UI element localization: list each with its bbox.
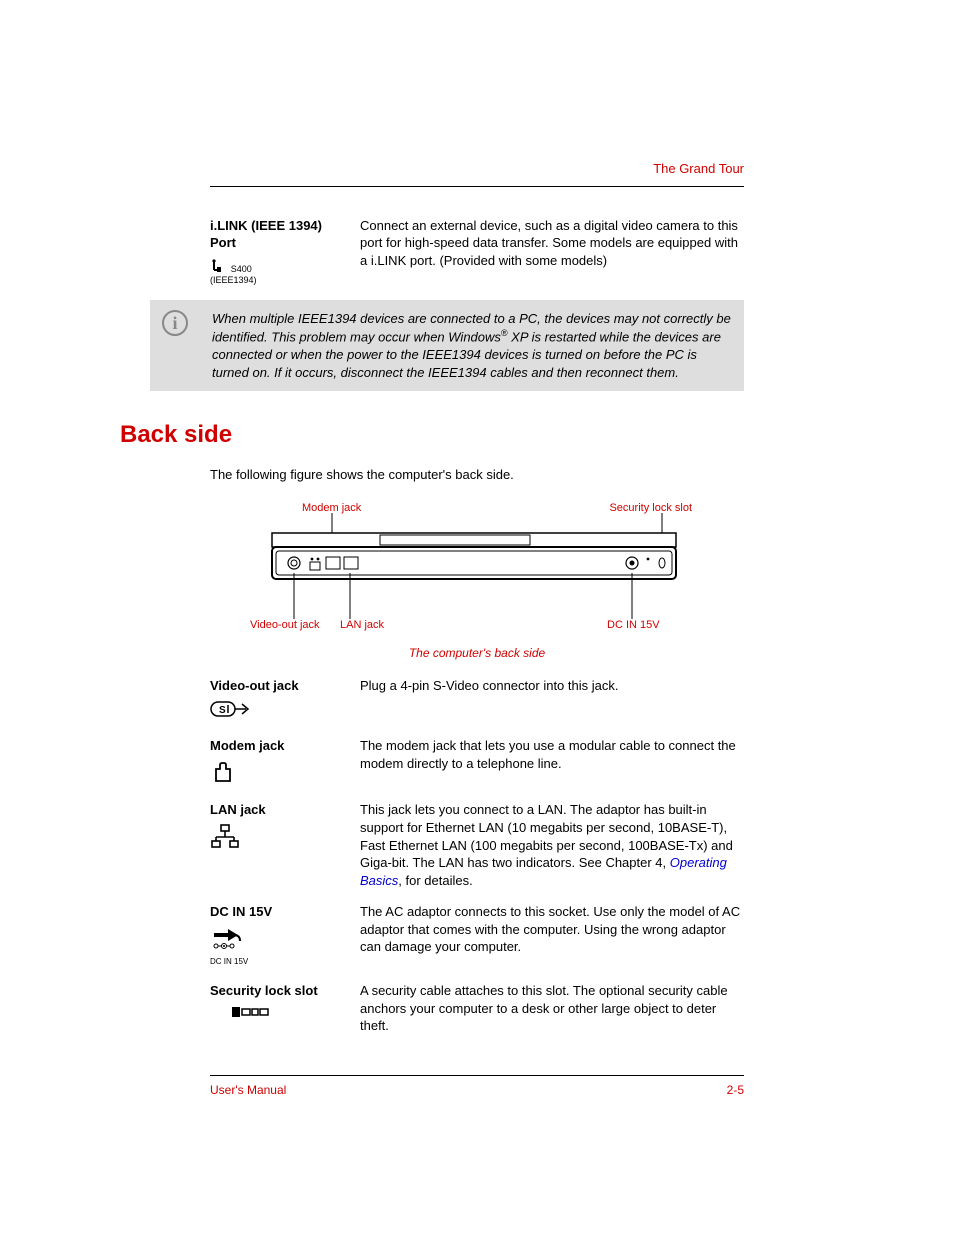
callout-lan: LAN jack	[340, 618, 384, 633]
callout-modem: Modem jack	[302, 501, 361, 516]
modem-label-text: Modem jack	[210, 738, 284, 753]
video-out-row: Video-out jack S Plug a 4-pin S-Video co…	[210, 677, 744, 723]
dcin-label: DC IN 15V DC IN 15V	[210, 903, 360, 968]
dcin-icon: DC IN 15V	[210, 925, 360, 968]
footer-right: 2-5	[727, 1082, 744, 1098]
video-out-label-text: Video-out jack	[210, 678, 299, 693]
modem-label: Modem jack	[210, 737, 360, 787]
lan-desc: This jack lets you connect to a LAN. The…	[360, 801, 744, 889]
info-text: When multiple IEEE1394 devices are conne…	[212, 310, 732, 382]
callout-dcin: DC IN 15V	[607, 618, 660, 633]
footer-rule	[210, 1075, 744, 1076]
dcin-icon-label: DC IN 15V	[210, 957, 360, 968]
device-illustration	[262, 501, 692, 631]
info-icon-col: i	[162, 310, 212, 382]
ilink-label-line1: i.LINK (IEEE 1394)	[210, 217, 360, 235]
info-icon: i	[162, 310, 188, 336]
diagram-caption: The computer's back side	[210, 645, 744, 661]
dcin-row: DC IN 15V DC IN 15V The AC adaptor conne…	[210, 903, 744, 968]
intro-text: The following figure shows the computer'…	[210, 466, 744, 484]
info-note: i When multiple IEEE1394 devices are con…	[150, 300, 744, 392]
modem-desc: The modem jack that lets you use a modul…	[360, 737, 744, 787]
footer: User's Manual 2-5	[210, 1082, 744, 1098]
security-label: Security lock slot	[210, 982, 360, 1035]
video-out-label: Video-out jack S	[210, 677, 360, 723]
dcin-desc: The AC adaptor connects to this socket. …	[360, 903, 744, 968]
callout-video: Video-out jack	[250, 618, 320, 633]
header-section-name: The Grand Tour	[210, 160, 744, 178]
video-out-desc: Plug a 4-pin S-Video connector into this…	[360, 677, 744, 723]
svideo-icon: S	[210, 699, 360, 724]
diagram: Modem jack Security lock slot Video-out …	[262, 501, 692, 631]
svg-text:S: S	[219, 705, 226, 716]
ilink-label-line2: Port	[210, 234, 360, 252]
security-row: Security lock slot A security cable atta…	[210, 982, 744, 1035]
lan-row: LAN jack This jack lets you connect to a…	[210, 801, 744, 889]
ilink-icon	[210, 258, 228, 272]
dcin-label-text: DC IN 15V	[210, 904, 272, 919]
lan-label-text: LAN jack	[210, 802, 266, 817]
section-title: Back side	[120, 419, 744, 451]
ilink-icon-s400: S400	[231, 264, 252, 274]
security-desc: A security cable attaches to this slot. …	[360, 982, 744, 1035]
ilink-label: i.LINK (IEEE 1394) Port S400 (IEEE1394)	[210, 217, 360, 286]
footer-left: User's Manual	[210, 1082, 286, 1098]
lan-label: LAN jack	[210, 801, 360, 889]
ilink-desc: Connect an external device, such as a di…	[360, 217, 744, 286]
info-reg: ®	[501, 328, 508, 338]
callout-security: Security lock slot	[609, 501, 692, 516]
modem-icon	[210, 759, 360, 788]
ilink-icon-ieee: (IEEE1394)	[210, 275, 257, 285]
header-rule	[210, 186, 744, 187]
ilink-row: i.LINK (IEEE 1394) Port S400 (IEEE1394) …	[210, 217, 744, 286]
lock-icon	[210, 1004, 290, 1025]
security-label-text: Security lock slot	[210, 983, 318, 998]
ilink-icon-area: S400 (IEEE1394)	[210, 258, 360, 286]
lan-desc-after: , for detailes.	[398, 873, 472, 888]
modem-row: Modem jack The modem jack that lets you …	[210, 737, 744, 787]
lan-icon	[210, 823, 360, 854]
